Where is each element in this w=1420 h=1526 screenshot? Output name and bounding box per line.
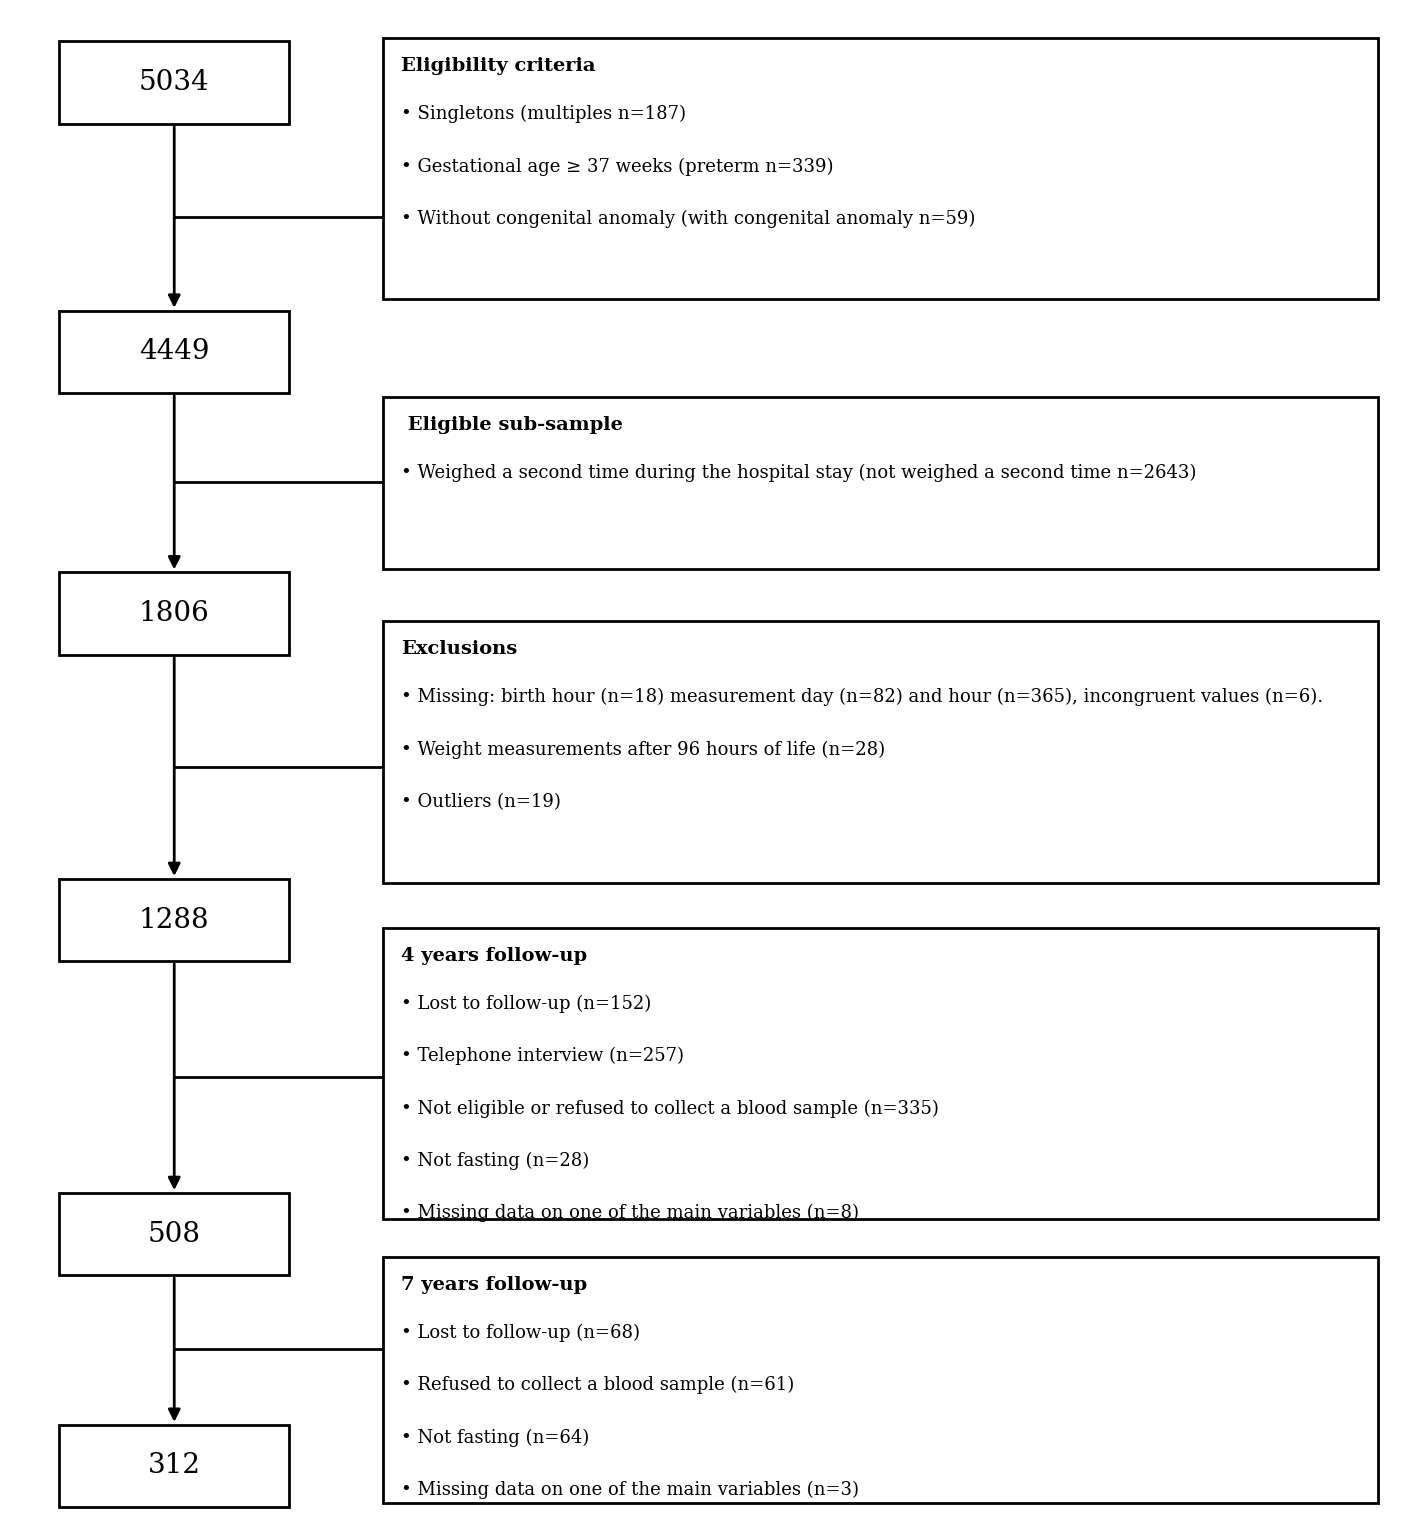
Text: Eligible sub-sample: Eligible sub-sample	[400, 417, 623, 433]
Text: • Missing data on one of the main variables (n=3): • Missing data on one of the main variab…	[400, 1480, 859, 1499]
Bar	[383, 621, 1377, 882]
Text: • Singletons (multiples n=187): • Singletons (multiples n=187)	[400, 105, 686, 124]
Bar	[383, 928, 1377, 1219]
Text: 508: 508	[148, 1221, 200, 1248]
Text: • Not fasting (n=64): • Not fasting (n=64)	[400, 1428, 589, 1447]
Text: 1288: 1288	[139, 906, 210, 934]
Text: • Refused to collect a blood sample (n=61): • Refused to collect a blood sample (n=6…	[400, 1376, 794, 1395]
Bar	[60, 1425, 290, 1508]
Text: • Not fasting (n=28): • Not fasting (n=28)	[400, 1152, 589, 1170]
Bar	[60, 41, 290, 124]
Text: • Outliers (n=19): • Outliers (n=19)	[400, 794, 561, 810]
Text: • Without congenital anomaly (with congenital anomaly n=59): • Without congenital anomaly (with conge…	[400, 209, 976, 227]
Text: • Weighed a second time during the hospital stay (not weighed a second time n=26: • Weighed a second time during the hospi…	[400, 464, 1197, 482]
Bar	[383, 38, 1377, 299]
Text: 4 years follow-up: 4 years follow-up	[400, 948, 588, 964]
Text: • Missing data on one of the main variables (n=8): • Missing data on one of the main variab…	[400, 1204, 859, 1222]
Text: • Lost to follow-up (n=152): • Lost to follow-up (n=152)	[400, 995, 652, 1013]
Bar	[60, 572, 290, 655]
Bar	[383, 1256, 1377, 1503]
Bar	[60, 879, 290, 961]
Text: • Weight measurements after 96 hours of life (n=28): • Weight measurements after 96 hours of …	[400, 740, 885, 758]
Bar	[60, 311, 290, 392]
Bar	[383, 397, 1377, 569]
Text: • Telephone interview (n=257): • Telephone interview (n=257)	[400, 1047, 684, 1065]
Text: Eligibility criteria: Eligibility criteria	[400, 56, 595, 75]
Bar	[60, 1193, 290, 1276]
Text: 4449: 4449	[139, 339, 210, 365]
Text: Exclusions: Exclusions	[400, 641, 517, 658]
Text: • Not eligible or refused to collect a blood sample (n=335): • Not eligible or refused to collect a b…	[400, 1099, 939, 1117]
Text: 312: 312	[148, 1453, 200, 1479]
Text: • Missing: birth hour (n=18) measurement day (n=82) and hour (n=365), incongruen: • Missing: birth hour (n=18) measurement…	[400, 688, 1323, 707]
Text: 7 years follow-up: 7 years follow-up	[400, 1276, 588, 1294]
Text: • Lost to follow-up (n=68): • Lost to follow-up (n=68)	[400, 1323, 640, 1341]
Text: 5034: 5034	[139, 69, 210, 96]
Text: • Gestational age ≥ 37 weeks (preterm n=339): • Gestational age ≥ 37 weeks (preterm n=…	[400, 157, 834, 175]
Text: 1806: 1806	[139, 600, 210, 627]
